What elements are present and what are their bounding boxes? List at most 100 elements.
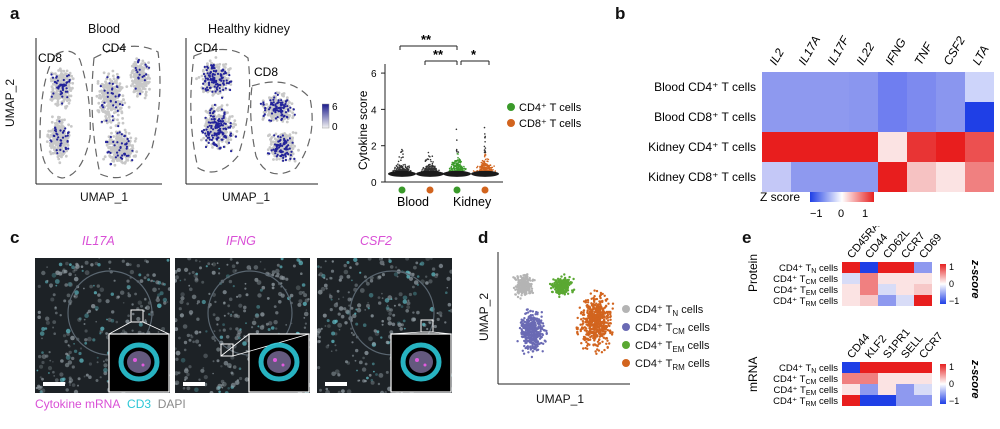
- e-row-label: CD4⁺ TRM cells: [773, 396, 838, 408]
- b-heat-cell: [965, 162, 994, 192]
- d-legend-item: CD4⁺ TCM cells: [622, 321, 710, 336]
- e-heat-cell: [842, 395, 860, 406]
- panel-d-umap: [497, 252, 630, 385]
- b-heat-cell: [907, 162, 936, 192]
- b-heat-cell: [849, 132, 878, 162]
- umap-blood-xlabel: UMAP_1: [80, 190, 129, 204]
- b-heat-cell: [791, 132, 820, 162]
- e-heat-cell: [914, 295, 932, 306]
- e-row-label: CD4⁺ TEM cells: [774, 285, 839, 297]
- e-marker-label: CCR7: [917, 330, 945, 361]
- d-legend-item: CD4⁺ TRM cells: [622, 357, 710, 372]
- c-scalebar: [43, 382, 65, 386]
- legend-cd8-dot: [507, 119, 515, 127]
- e-heat-cell: [878, 384, 896, 395]
- b-gene-label: IL17A: [795, 33, 823, 67]
- umap-kidney-xlabel: UMAP_1: [222, 190, 271, 204]
- sig-1: **: [421, 32, 432, 47]
- e-heat-cell: [878, 362, 896, 373]
- b-gene-label: TNF: [911, 40, 935, 68]
- panel-a-label: a: [10, 4, 20, 23]
- legend-cd8-text: CD8⁺ T cells: [519, 118, 582, 130]
- e-zscore-label: z-score: [969, 359, 981, 399]
- c-legend-mrna: Cytokine mRNA: [35, 397, 121, 411]
- e-heat-cell: [896, 373, 914, 384]
- umap-kidney-title: Healthy kidney: [208, 22, 290, 36]
- c-title-il17a: IL17A: [82, 234, 115, 248]
- umap-blood-title: Blood: [88, 22, 120, 36]
- b-row-label: Kidney CD4⁺ T cells: [648, 140, 756, 154]
- b-heat-cell: [820, 162, 849, 192]
- e-heat-cell: [914, 395, 932, 406]
- umap-blood-plot: CD8 CD4: [35, 38, 162, 185]
- e-scale-tick: 0: [949, 379, 954, 389]
- legend-cd4-text: CD4⁺ T cells: [519, 102, 582, 114]
- e-heat-cell: [878, 373, 896, 384]
- e-heat-cell: [842, 273, 860, 284]
- e-row-label: CD4⁺ TCM cells: [773, 374, 838, 386]
- b-heat-cell: [762, 102, 791, 132]
- blood-cd8-label: CD8: [38, 51, 62, 65]
- panel-d-label: d: [478, 228, 489, 247]
- b-legend-tick-neg: −1: [810, 208, 823, 220]
- umap-blood-ylabel: UMAP_2: [3, 78, 18, 128]
- e-heat-cell: [914, 362, 932, 373]
- b-heat-cell: [791, 72, 820, 102]
- c-image-il17a: [35, 258, 170, 393]
- d-legend-item: CD4⁺ TEM cells: [622, 339, 709, 354]
- e-heat-cell: [842, 262, 860, 273]
- e-heat-cell: [914, 384, 932, 395]
- umap-kidney-plot: CD4 CD8: [185, 38, 318, 185]
- b-heat-cell: [849, 162, 878, 192]
- b-legend-tick-0: 0: [838, 208, 844, 220]
- e-heat-cell: [914, 273, 932, 284]
- e-row-label: CD4⁺ TN cells: [779, 263, 838, 275]
- e-heat-cell: [842, 295, 860, 306]
- b-gene-label: IL17F: [824, 33, 852, 67]
- c-title-ifng: IFNG: [226, 234, 256, 248]
- panel-c-label: c: [10, 228, 20, 247]
- e-scale-tick: 0: [949, 279, 954, 289]
- e-heat-cell: [878, 262, 896, 273]
- violin-group-dot: [453, 186, 461, 194]
- e-heat-cell: [842, 362, 860, 373]
- e-heat-cell: [878, 273, 896, 284]
- d-xlabel: UMAP_1: [536, 392, 585, 406]
- e-heat-cell: [896, 384, 914, 395]
- colorbar-min: 0: [332, 122, 338, 133]
- b-row-label: Blood CD8⁺ T cells: [654, 110, 756, 124]
- sig-3: *: [471, 47, 477, 62]
- b-heat-cell: [849, 72, 878, 102]
- e-scale-tick: −1: [949, 296, 959, 306]
- e-heat-cell: [914, 262, 932, 273]
- e-heat-cell: [914, 284, 932, 295]
- e-row-label: CD4⁺ TRM cells: [773, 296, 838, 308]
- violin-ytick: 6: [371, 69, 377, 80]
- b-heat-cell: [965, 132, 994, 162]
- e-heat-cell: [860, 295, 878, 306]
- e-side-label: Protein: [746, 254, 760, 292]
- violin-group-blood: Blood: [397, 195, 429, 209]
- e-heat-cell: [896, 262, 914, 273]
- kidney-cd8-label: CD8: [254, 65, 278, 79]
- e-side-label: mRNA: [746, 357, 760, 392]
- e-scale-tick: −1: [949, 396, 959, 406]
- violin-plot: 0 2 4 6 ** ** * Cytokine score Blood Kidney…: [356, 32, 582, 209]
- b-row-label: Kidney CD8⁺ T cells: [648, 170, 756, 184]
- e-heat-cell: [896, 395, 914, 406]
- b-legend-title: Z score: [760, 190, 800, 204]
- violin-group-dot: [426, 186, 434, 194]
- e-heat-cell: [842, 384, 860, 395]
- violin-group-dot: [481, 186, 489, 194]
- c-image-csf2: [317, 258, 452, 393]
- legend-cd4-dot: [507, 103, 515, 111]
- e-scale-tick: 1: [949, 362, 954, 372]
- violin-ytick: 0: [371, 178, 377, 189]
- panel-b-heatmap: IL2 IL17A IL17F IL22 IFNG TNF CSF2 LTA Blood CD…: [648, 33, 994, 220]
- b-heat-cell: [907, 102, 936, 132]
- e-heat-cell: [860, 284, 878, 295]
- b-gene-label: CSF2: [940, 34, 968, 68]
- b-heat-cell: [907, 72, 936, 102]
- b-heat-cell: [849, 102, 878, 132]
